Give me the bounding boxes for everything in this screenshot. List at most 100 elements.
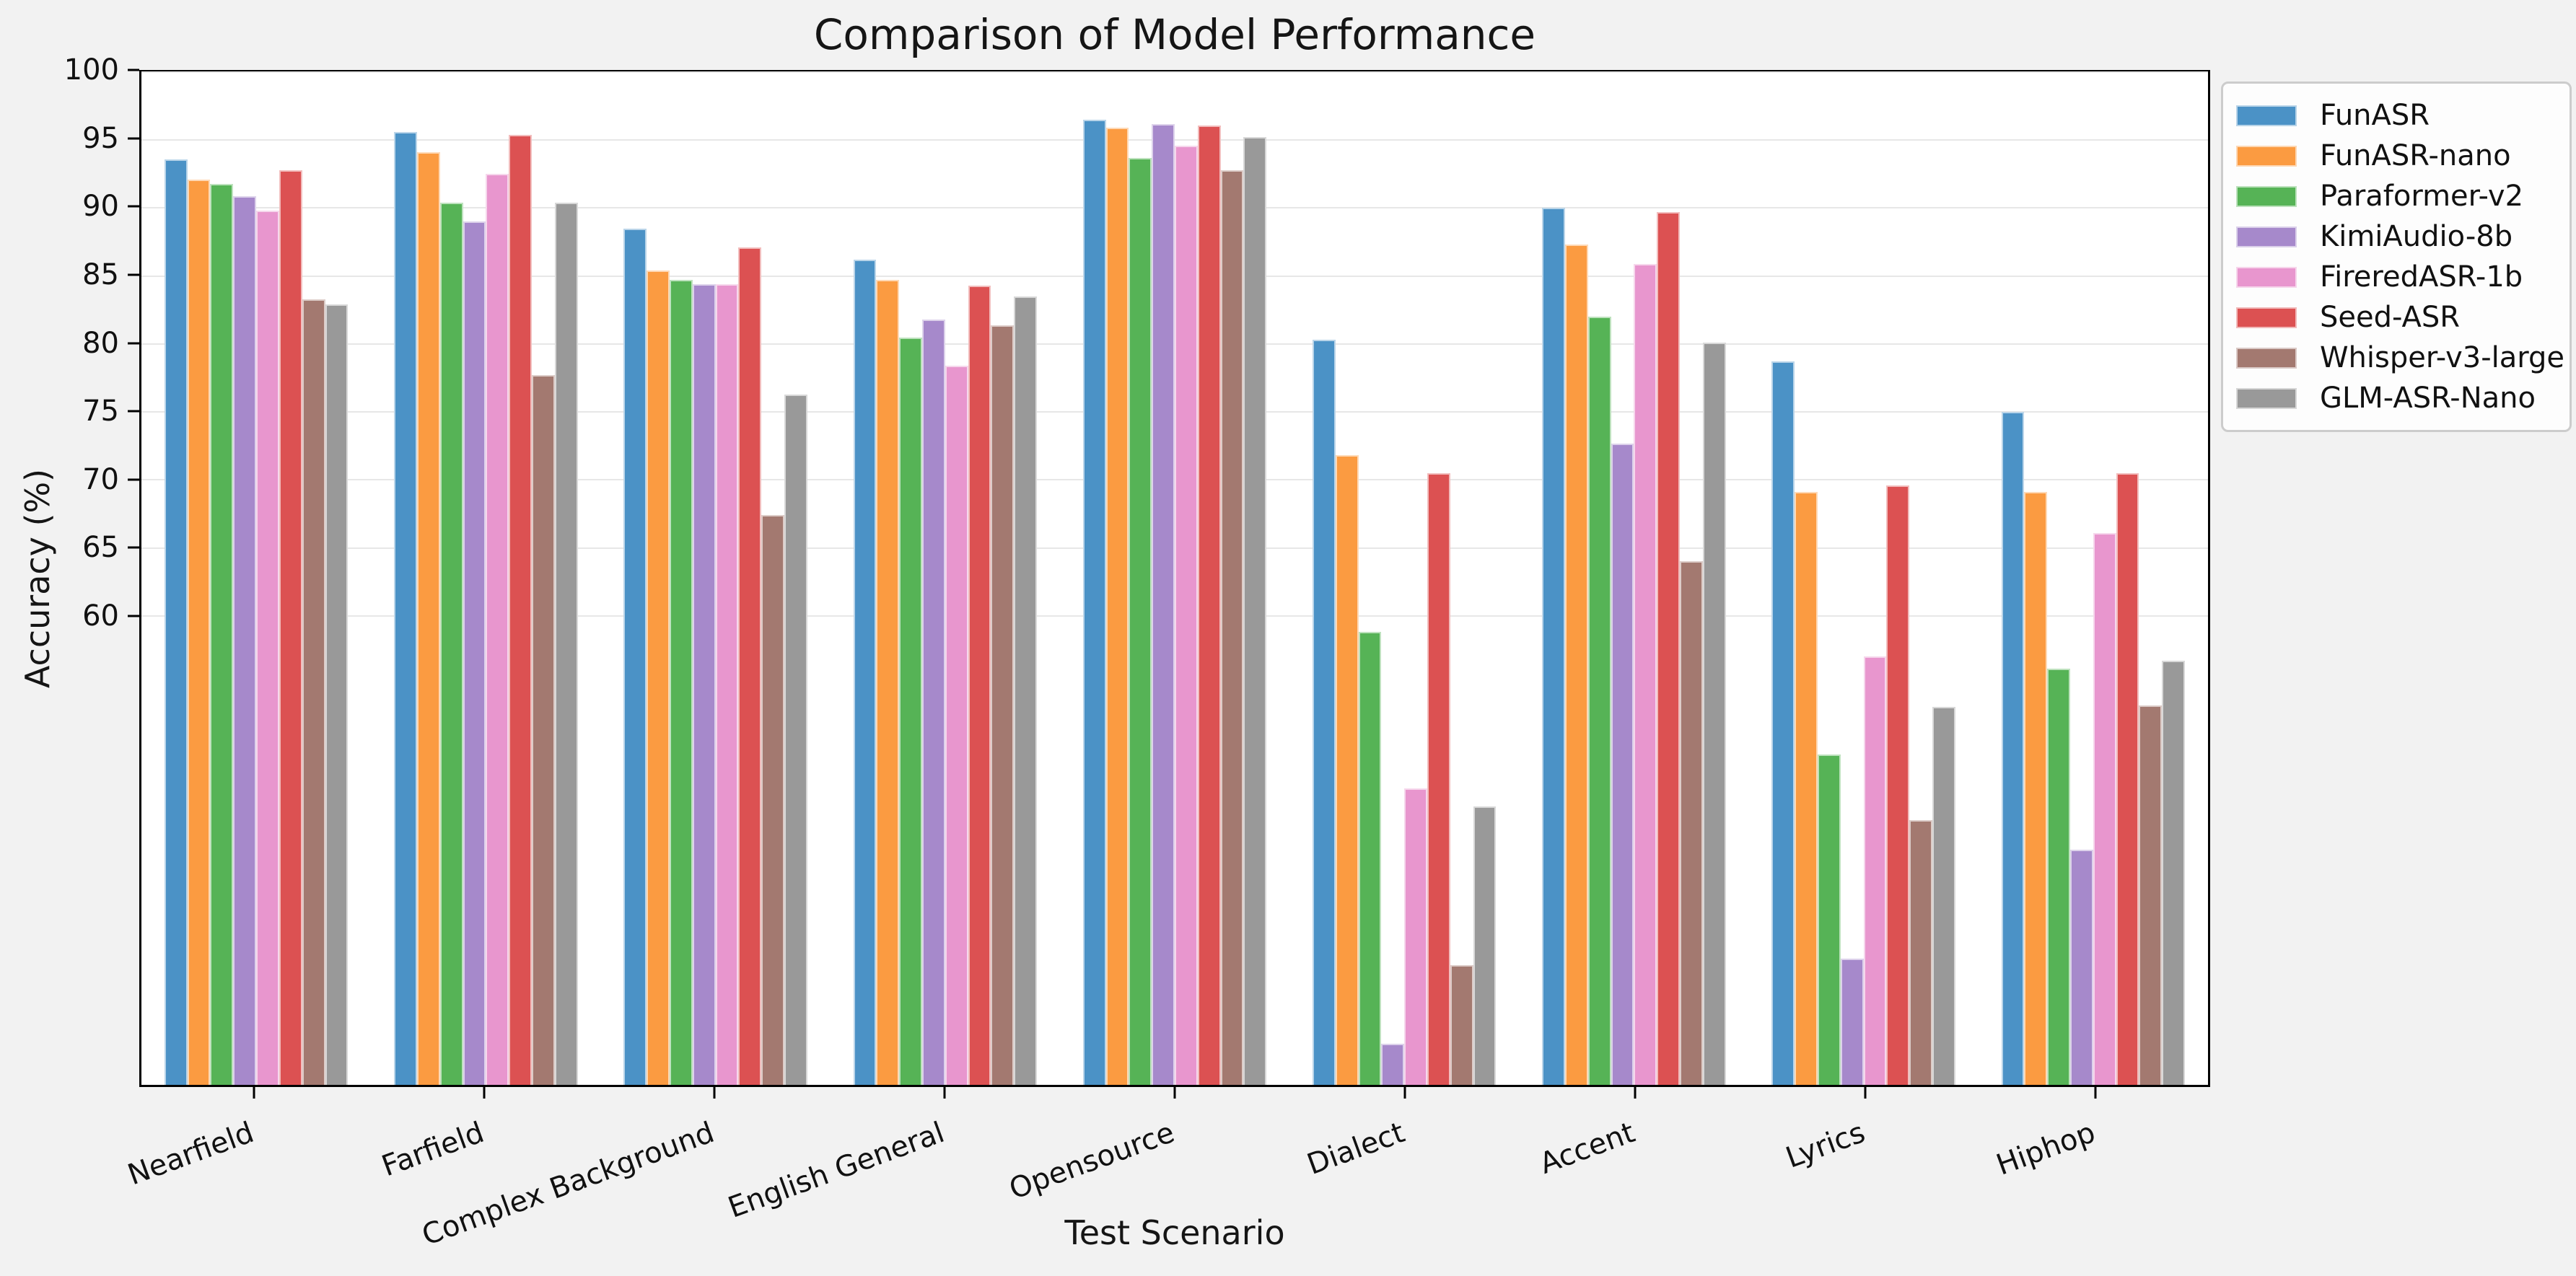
y-tick-mark bbox=[128, 342, 139, 345]
x-tick-mark bbox=[1403, 1087, 1406, 1099]
bar bbox=[1863, 656, 1887, 1085]
bar bbox=[439, 202, 463, 1085]
y-tick-label: 95 bbox=[82, 121, 119, 155]
legend-swatch bbox=[2236, 226, 2297, 247]
bar bbox=[2116, 472, 2139, 1085]
y-axis: 60 65 70 75 80 85 90 95 100 bbox=[0, 53, 139, 1087]
legend-swatch bbox=[2236, 105, 2297, 126]
bar bbox=[1312, 340, 1336, 1085]
bar bbox=[554, 202, 578, 1085]
legend-row: FunASR bbox=[2236, 95, 2557, 136]
legend-row: KimiAudio-8b bbox=[2236, 216, 2557, 257]
bar bbox=[2001, 412, 2025, 1085]
bar bbox=[669, 280, 693, 1085]
legend-swatch bbox=[2236, 145, 2297, 167]
bar bbox=[1542, 208, 1565, 1085]
bar bbox=[1611, 443, 1634, 1085]
legend-row: GLM-ASR-Nano bbox=[2236, 378, 2557, 418]
bar bbox=[1335, 455, 1359, 1085]
bar bbox=[1129, 157, 1152, 1085]
bar bbox=[486, 174, 509, 1085]
legend-label: FireredASR-1b bbox=[2320, 260, 2523, 294]
bar bbox=[899, 337, 922, 1085]
bar bbox=[1404, 788, 1428, 1085]
legend-label: Whisper-v3-large bbox=[2320, 341, 2565, 374]
x-axis-title: Test Scenario bbox=[1064, 1213, 1285, 1252]
bar-group bbox=[141, 72, 371, 1085]
bar bbox=[1818, 754, 1841, 1085]
legend-swatch bbox=[2236, 347, 2297, 369]
bar bbox=[1702, 343, 1726, 1085]
x-tick-mark bbox=[483, 1087, 486, 1099]
legend-row: Whisper-v3-large bbox=[2236, 338, 2564, 378]
bar bbox=[991, 325, 1015, 1085]
y-tick-mark bbox=[128, 478, 139, 481]
bar bbox=[692, 284, 716, 1085]
legend-label: Paraformer-v2 bbox=[2320, 180, 2524, 213]
legend-row: Seed-ASR bbox=[2236, 297, 2557, 338]
bar bbox=[1657, 212, 1681, 1085]
bar bbox=[1197, 125, 1221, 1085]
bar bbox=[531, 375, 555, 1085]
bar-group bbox=[600, 72, 830, 1085]
bar bbox=[2070, 849, 2093, 1085]
x-tick-label: Opensource bbox=[1004, 1116, 1179, 1207]
legend-swatch bbox=[2236, 266, 2297, 288]
bar bbox=[1082, 119, 1106, 1085]
x-tick-label: Accent bbox=[1535, 1116, 1639, 1181]
plot-area bbox=[141, 71, 2208, 1085]
bar bbox=[1381, 1044, 1405, 1085]
x-tick-mark bbox=[713, 1087, 716, 1099]
bar-groups-container bbox=[141, 72, 2208, 1085]
x-tick-label: Dialect bbox=[1302, 1116, 1409, 1182]
bar bbox=[715, 284, 739, 1085]
bar bbox=[1473, 806, 1497, 1085]
bar bbox=[2047, 669, 2071, 1085]
bar-group bbox=[1519, 72, 1748, 1085]
bar bbox=[1105, 128, 1129, 1085]
bar-group bbox=[1060, 72, 1289, 1085]
bar bbox=[1427, 472, 1450, 1085]
bar bbox=[738, 247, 762, 1085]
chart-title: Comparison of Model Performance bbox=[813, 10, 1536, 59]
bar bbox=[784, 394, 807, 1085]
x-tick-label: English General bbox=[724, 1116, 949, 1225]
x-tick-mark bbox=[1173, 1087, 1176, 1099]
x-tick-label: Hiphop bbox=[1992, 1116, 2100, 1182]
bar bbox=[1220, 170, 1244, 1085]
y-tick-label: 80 bbox=[82, 326, 119, 360]
y-tick-label: 70 bbox=[82, 462, 119, 496]
x-tick-mark bbox=[943, 1087, 946, 1099]
bar bbox=[1243, 137, 1267, 1085]
legend-row: FunASR-nano bbox=[2236, 136, 2557, 176]
bar bbox=[1358, 632, 1382, 1085]
bar bbox=[509, 134, 532, 1085]
bar bbox=[647, 270, 670, 1085]
y-tick-label: 60 bbox=[82, 599, 119, 633]
bar bbox=[279, 170, 302, 1085]
y-tick-mark bbox=[128, 137, 139, 140]
legend-swatch bbox=[2236, 185, 2297, 207]
bar bbox=[210, 183, 234, 1085]
bar bbox=[325, 304, 349, 1085]
bar bbox=[302, 299, 325, 1085]
x-axis: Nearfield Farfield Complex Background Engli… bbox=[124, 1087, 2210, 1252]
legend-label: GLM-ASR-Nano bbox=[2320, 382, 2536, 415]
bar bbox=[233, 195, 257, 1085]
bar bbox=[1840, 958, 1864, 1085]
bar bbox=[1634, 263, 1657, 1085]
legend-swatch bbox=[2236, 307, 2297, 328]
bar bbox=[1587, 317, 1611, 1085]
gridline bbox=[141, 71, 2208, 73]
bar bbox=[623, 228, 647, 1085]
legend-label: FunASR-nano bbox=[2320, 139, 2511, 172]
bar bbox=[968, 285, 991, 1085]
bar bbox=[187, 179, 211, 1085]
bar bbox=[1152, 123, 1175, 1085]
bar bbox=[1909, 819, 1933, 1085]
x-tick-mark bbox=[1634, 1087, 1637, 1099]
legend-label: KimiAudio-8b bbox=[2320, 220, 2513, 253]
bar bbox=[761, 515, 784, 1085]
y-tick-mark bbox=[128, 546, 139, 549]
x-tick-label: Lyrics bbox=[1781, 1116, 1870, 1175]
